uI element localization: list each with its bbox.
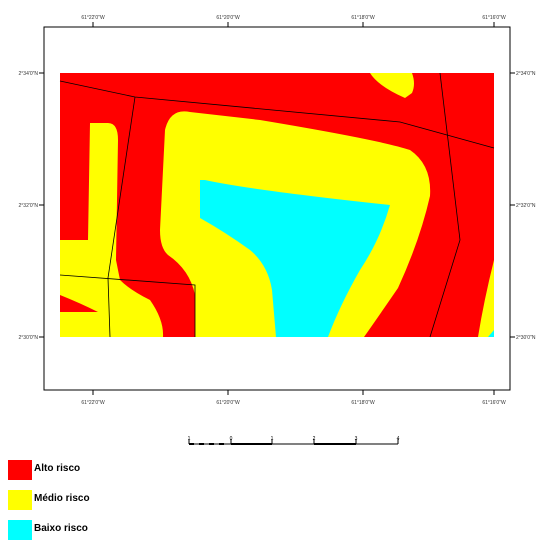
lon-label-bottom: 61°22'0"W [81, 400, 105, 406]
lon-label-top: 61°22'0"W [81, 15, 105, 21]
lat-label-right: 2°32'0"N [516, 203, 536, 209]
coordinate-labels-left: 2°34'0"N 2°32'0"N 2°30'0"N [19, 71, 39, 341]
risk-zone-baixo [200, 180, 390, 337]
scale-bar-label: 2 [313, 436, 316, 442]
lon-label-bottom: 61°20'0"W [216, 400, 240, 406]
legend-swatch-alto [8, 460, 32, 480]
legend-label: Médio risco [34, 493, 90, 504]
legend-swatch-baixo [8, 520, 32, 540]
scale-bar-label: 1 [188, 436, 191, 442]
lat-label-left: 2°34'0"N [19, 71, 39, 77]
coordinate-labels-right: 2°34'0"N 2°32'0"N 2°30'0"N [516, 71, 536, 341]
risk-map [59, 72, 495, 338]
legend-swatch-medio [8, 490, 32, 510]
lat-label-right: 2°30'0"N [516, 335, 536, 341]
lon-label-top: 61°18'0"W [351, 15, 375, 21]
legend-label: Baixo risco [34, 523, 88, 534]
scale-bar-label: 1 [271, 436, 274, 442]
graticule-ticks [39, 22, 515, 395]
scale-bar: 1 0 1 2 3 4 [188, 436, 400, 445]
scale-bar-label: 0 [230, 436, 233, 442]
lon-label-top: 61°16'0"W [482, 15, 506, 21]
lon-label-top: 61°20'0"W [216, 15, 240, 21]
lat-label-left: 2°30'0"N [19, 335, 39, 341]
lat-label-left: 2°32'0"N [19, 203, 39, 209]
coordinate-labels-bottom: 61°22'0"W 61°20'0"W 61°18'0"W 61°16'0"W [81, 400, 506, 406]
boundary-lines [59, 72, 495, 338]
risk-zone-baixo-corner [488, 330, 494, 337]
risk-zone-alto [60, 73, 494, 337]
lat-label-right: 2°34'0"N [516, 71, 536, 77]
legend-label: Alto risco [34, 463, 81, 474]
lon-label-bottom: 61°18'0"W [351, 400, 375, 406]
scale-bar-label: 3 [355, 436, 358, 442]
scale-bar-label: 4 [397, 436, 400, 442]
coordinate-labels-top: 61°22'0"W 61°20'0"W 61°18'0"W 61°16'0"W [81, 15, 506, 21]
lon-label-bottom: 61°16'0"W [482, 400, 506, 406]
